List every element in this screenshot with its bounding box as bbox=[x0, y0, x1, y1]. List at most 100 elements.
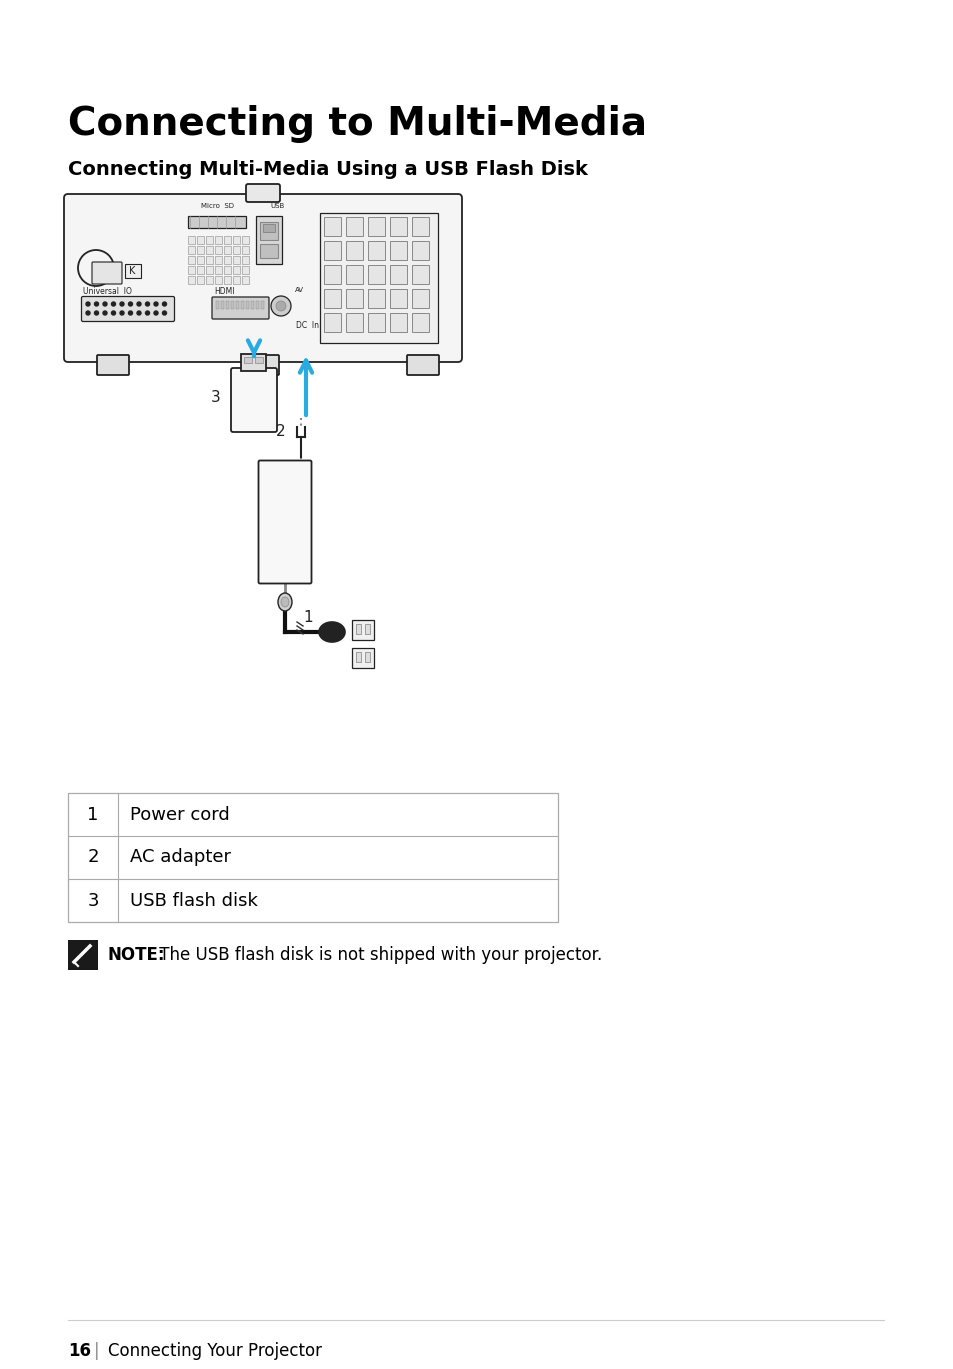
Bar bbox=[368, 289, 385, 308]
Bar bbox=[68, 793, 558, 921]
Circle shape bbox=[153, 303, 158, 307]
Bar bbox=[188, 266, 194, 274]
Bar bbox=[242, 235, 249, 244]
Bar bbox=[260, 222, 277, 240]
Ellipse shape bbox=[277, 593, 292, 611]
Bar bbox=[214, 256, 222, 264]
Circle shape bbox=[120, 311, 124, 315]
Bar bbox=[365, 652, 370, 663]
Text: Connecting Multi-Media Using a USB Flash Disk: Connecting Multi-Media Using a USB Flash… bbox=[68, 160, 587, 179]
Bar bbox=[206, 235, 213, 244]
Bar bbox=[390, 314, 407, 333]
Bar bbox=[324, 314, 340, 333]
Bar bbox=[233, 266, 240, 274]
Circle shape bbox=[112, 311, 115, 315]
FancyBboxPatch shape bbox=[246, 183, 280, 203]
Bar bbox=[412, 241, 429, 260]
Text: 16: 16 bbox=[68, 1342, 91, 1359]
Bar bbox=[242, 256, 249, 264]
Bar bbox=[221, 301, 224, 309]
Bar bbox=[188, 277, 194, 283]
Bar bbox=[368, 241, 385, 260]
Circle shape bbox=[120, 303, 124, 307]
Circle shape bbox=[94, 311, 98, 315]
Bar bbox=[242, 277, 249, 283]
Bar bbox=[368, 314, 385, 333]
Circle shape bbox=[137, 303, 141, 307]
Text: AV: AV bbox=[294, 287, 304, 293]
Ellipse shape bbox=[281, 597, 289, 606]
Bar bbox=[324, 241, 340, 260]
Text: USB: USB bbox=[271, 203, 285, 209]
Text: Power cord: Power cord bbox=[130, 805, 230, 824]
Circle shape bbox=[86, 303, 90, 307]
Text: 2: 2 bbox=[87, 849, 99, 867]
Text: HDMI: HDMI bbox=[214, 287, 235, 296]
Bar bbox=[244, 357, 252, 363]
Circle shape bbox=[153, 311, 158, 315]
Bar bbox=[390, 241, 407, 260]
Bar bbox=[412, 218, 429, 235]
Bar bbox=[196, 266, 204, 274]
Text: USB flash disk: USB flash disk bbox=[130, 891, 257, 909]
Bar bbox=[226, 301, 229, 309]
Circle shape bbox=[162, 311, 167, 315]
Bar bbox=[214, 246, 222, 255]
Circle shape bbox=[271, 296, 291, 316]
Bar bbox=[352, 648, 374, 668]
Circle shape bbox=[137, 311, 141, 315]
Bar bbox=[346, 241, 363, 260]
Text: Connecting to Multi-Media: Connecting to Multi-Media bbox=[68, 105, 646, 142]
Text: 1: 1 bbox=[303, 609, 313, 624]
Bar bbox=[188, 246, 194, 255]
Bar bbox=[241, 355, 266, 371]
Bar bbox=[233, 277, 240, 283]
Bar bbox=[319, 214, 437, 344]
Bar bbox=[346, 289, 363, 308]
Bar bbox=[346, 266, 363, 283]
Circle shape bbox=[162, 303, 167, 307]
Text: AC adapter: AC adapter bbox=[130, 849, 231, 867]
Bar bbox=[324, 218, 340, 235]
FancyBboxPatch shape bbox=[64, 194, 461, 361]
Text: DC  In: DC In bbox=[295, 320, 318, 330]
Text: 2: 2 bbox=[276, 424, 286, 439]
Bar bbox=[233, 246, 240, 255]
Bar bbox=[355, 652, 360, 663]
Text: Connecting Your Projector: Connecting Your Projector bbox=[108, 1342, 322, 1359]
Bar bbox=[68, 941, 98, 971]
FancyBboxPatch shape bbox=[212, 297, 269, 319]
Bar bbox=[246, 301, 249, 309]
Bar bbox=[324, 289, 340, 308]
Bar bbox=[412, 314, 429, 333]
FancyBboxPatch shape bbox=[407, 355, 438, 375]
Ellipse shape bbox=[318, 622, 345, 642]
Bar bbox=[261, 301, 264, 309]
Bar bbox=[233, 256, 240, 264]
FancyBboxPatch shape bbox=[247, 355, 278, 375]
Bar bbox=[206, 277, 213, 283]
Bar bbox=[390, 218, 407, 235]
Text: The USB flash disk is not shipped with your projector.: The USB flash disk is not shipped with y… bbox=[153, 946, 601, 964]
Bar bbox=[368, 218, 385, 235]
Text: NOTE:: NOTE: bbox=[108, 946, 165, 964]
FancyBboxPatch shape bbox=[81, 297, 174, 322]
Bar bbox=[224, 256, 231, 264]
Circle shape bbox=[112, 303, 115, 307]
Bar bbox=[352, 620, 374, 639]
Bar bbox=[412, 289, 429, 308]
Bar bbox=[235, 301, 239, 309]
Bar bbox=[206, 246, 213, 255]
Circle shape bbox=[146, 311, 150, 315]
Bar bbox=[125, 264, 141, 278]
Bar bbox=[196, 235, 204, 244]
Bar bbox=[214, 235, 222, 244]
Bar bbox=[255, 216, 282, 264]
Bar bbox=[233, 235, 240, 244]
Circle shape bbox=[275, 301, 286, 311]
Text: 3: 3 bbox=[87, 891, 99, 909]
Bar bbox=[355, 624, 360, 634]
Bar bbox=[241, 301, 244, 309]
Bar bbox=[206, 256, 213, 264]
Bar bbox=[214, 277, 222, 283]
